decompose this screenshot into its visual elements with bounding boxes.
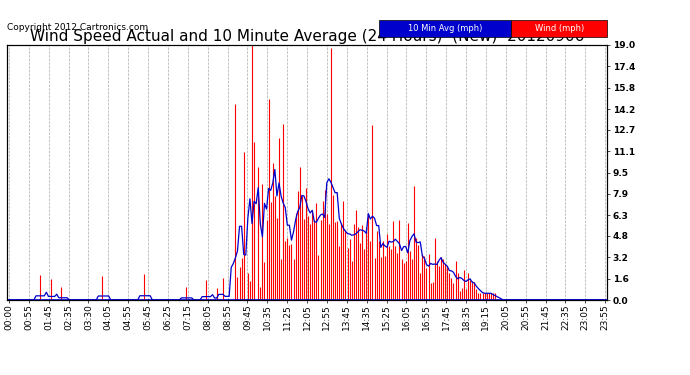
Text: Copyright 2012 Cartronics.com: Copyright 2012 Cartronics.com [7,23,148,32]
Title: Wind Speed Actual and 10 Minute Average (24 Hours)  (New)  20120906: Wind Speed Actual and 10 Minute Average … [30,29,584,44]
FancyBboxPatch shape [511,20,607,38]
Text: Wind (mph): Wind (mph) [535,24,584,33]
FancyBboxPatch shape [379,20,511,38]
Text: 10 Min Avg (mph): 10 Min Avg (mph) [408,24,482,33]
